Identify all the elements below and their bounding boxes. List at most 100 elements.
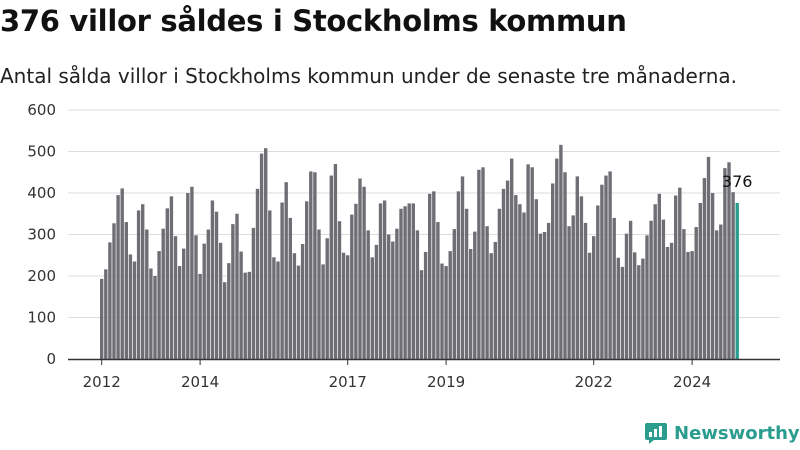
bar <box>600 184 604 359</box>
bar <box>489 253 493 359</box>
chart-title: 376 villor såldes i Stockholms kommun <box>0 4 627 38</box>
bar <box>567 226 571 359</box>
bar <box>575 176 579 359</box>
bar <box>456 191 461 359</box>
bar <box>202 243 206 359</box>
bar <box>477 169 481 359</box>
bar <box>436 222 440 359</box>
y-tick-label: 600 <box>27 101 56 119</box>
bar <box>481 167 485 359</box>
bar <box>300 244 305 359</box>
bar <box>190 186 194 359</box>
bar <box>132 261 137 359</box>
bar <box>100 278 104 359</box>
bar <box>686 251 690 359</box>
bar <box>727 162 731 359</box>
bar <box>624 233 629 359</box>
bar <box>538 233 543 359</box>
bar <box>608 171 612 359</box>
bar <box>161 228 165 359</box>
bar <box>719 224 723 359</box>
bar <box>702 178 707 359</box>
bar <box>268 210 272 359</box>
bar <box>403 206 407 359</box>
bar <box>145 229 149 359</box>
x-tick-label: 2019 <box>427 373 465 391</box>
bar <box>186 193 190 359</box>
bar <box>448 251 452 359</box>
y-tick-label: 100 <box>27 309 56 327</box>
bar <box>214 211 219 359</box>
bar <box>247 271 251 359</box>
bar <box>292 253 297 359</box>
bar <box>530 167 534 359</box>
bar <box>391 241 395 359</box>
bar <box>661 219 666 359</box>
bar <box>264 148 268 359</box>
bar <box>510 158 514 359</box>
bar <box>633 252 637 359</box>
x-tick-label: 2024 <box>673 373 711 391</box>
bar <box>333 163 338 359</box>
bar <box>317 229 321 359</box>
bar <box>710 193 715 359</box>
bar <box>321 264 325 359</box>
bar <box>514 195 518 359</box>
y-tick-label: 300 <box>27 226 56 244</box>
bar <box>128 254 133 359</box>
bar <box>518 204 522 359</box>
bar <box>460 176 465 359</box>
bar <box>620 266 625 359</box>
bar <box>715 230 719 359</box>
bar <box>641 258 645 359</box>
bar <box>243 272 247 359</box>
bar <box>288 217 292 359</box>
bar <box>723 168 727 359</box>
bar <box>464 208 469 359</box>
bar <box>497 208 502 359</box>
brand-name: Newsworthy <box>674 422 800 444</box>
last-value-annotation: 376 <box>722 172 753 191</box>
bar <box>251 227 256 359</box>
x-tick-label: 2012 <box>83 373 121 391</box>
bar <box>628 220 633 359</box>
bar <box>280 202 284 359</box>
bar <box>678 187 682 359</box>
bar <box>419 270 424 359</box>
bar <box>546 222 551 359</box>
bar <box>559 144 563 359</box>
bar <box>563 172 567 359</box>
bar <box>177 266 182 359</box>
bar <box>428 193 432 359</box>
bar <box>325 238 329 359</box>
bar <box>358 178 362 359</box>
bar <box>657 193 661 359</box>
bar <box>157 251 161 359</box>
bar <box>210 200 215 359</box>
bar <box>440 263 444 359</box>
bar <box>255 188 260 359</box>
bar <box>583 222 588 359</box>
bar <box>223 282 227 359</box>
bar <box>141 204 145 359</box>
chart-subtitle: Antal sålda villor i Stockholms kommun u… <box>0 64 737 88</box>
bar <box>669 242 674 359</box>
bar <box>526 164 530 359</box>
bar <box>136 210 141 359</box>
bar <box>452 229 456 359</box>
bar <box>587 252 592 359</box>
bar <box>534 199 538 359</box>
bar <box>350 214 354 359</box>
bar <box>370 257 374 359</box>
bar <box>698 202 702 359</box>
bar <box>346 255 350 359</box>
bar <box>382 200 387 359</box>
bar <box>116 195 120 359</box>
bar <box>551 183 555 359</box>
bar <box>505 180 510 359</box>
bar <box>542 232 547 359</box>
bar <box>354 203 358 359</box>
bar <box>674 195 678 359</box>
bar <box>378 203 383 359</box>
